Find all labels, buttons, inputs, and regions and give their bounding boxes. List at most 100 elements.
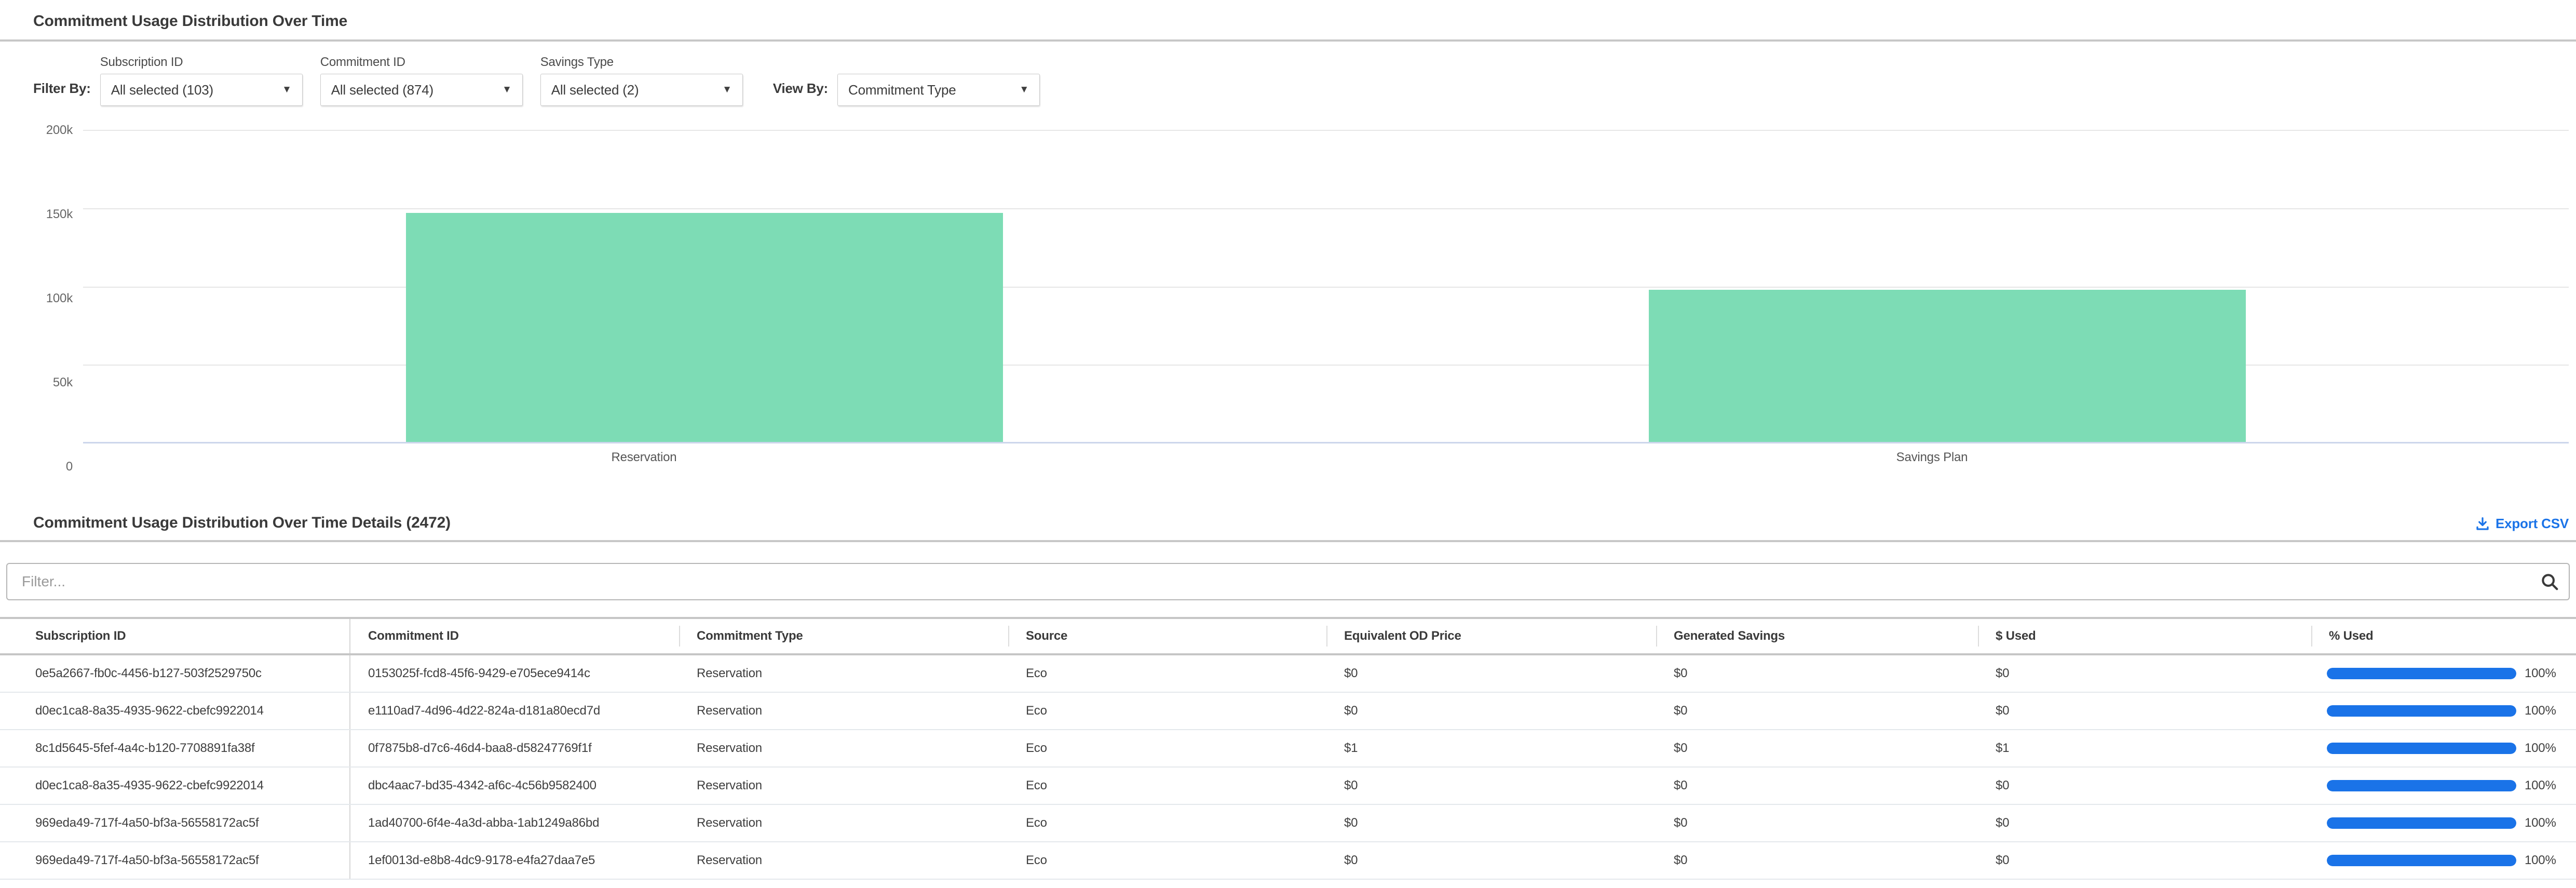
cell-equivalent-od-price: $0	[1344, 704, 1358, 718]
subscription-id-filter-group: Subscription ID All selected (103) ▼	[100, 55, 303, 106]
pct-used-label: 100%	[2525, 666, 2556, 680]
cell-dollar-used: $0	[1996, 778, 2010, 792]
cell-dollar-used: $1	[1996, 741, 2010, 755]
cell-subscription-id: 969eda49-717f-4a50-bf3a-56558172ac5f	[0, 842, 350, 879]
usage-progress-bar	[2327, 705, 2516, 717]
cell-equivalent-od-price: $0	[1344, 853, 1358, 867]
table-row: 969eda49-717f-4a50-bf3a-56558172ac5f 1ef…	[0, 842, 2576, 880]
cell-pct-used: 100%	[2311, 805, 2576, 841]
cell-pct-used: 100%	[2311, 842, 2576, 879]
view-by-group: Commitment Type ▼	[837, 74, 1040, 106]
cell-equivalent-od-price: $0	[1344, 666, 1358, 680]
cell-dollar-used: $0	[1996, 666, 2010, 680]
pct-used-label: 100%	[2525, 816, 2556, 830]
cell-commitment-type: Reservation	[697, 778, 762, 792]
chart-plot-area	[83, 130, 2569, 443]
cell-subscription-id: 0e5a2667-fb0c-4456-b127-503f2529750c	[0, 655, 350, 692]
view-by-dropdown-value: Commitment Type	[848, 82, 956, 98]
cell-commitment-type: Reservation	[697, 741, 762, 755]
cell-generated-savings: $0	[1674, 666, 1688, 680]
cell-subscription-id: 8c1d5645-5fef-4a4c-b120-7708891fa38f	[0, 730, 350, 766]
column-header-commitment-type: Commitment Type	[679, 619, 1008, 653]
subscription-id-dropdown[interactable]: All selected (103) ▼	[100, 74, 303, 106]
usage-progress-bar	[2327, 780, 2516, 791]
caret-down-icon: ▼	[282, 84, 292, 95]
savings-type-filter-group: Savings Type All selected (2) ▼	[540, 55, 743, 106]
filter-by-label: Filter By:	[33, 80, 91, 96]
commitment-id-dropdown-value: All selected (874)	[331, 82, 433, 98]
search-icon	[2542, 574, 2558, 590]
details-section-title: Commitment Usage Distribution Over Time …	[33, 514, 451, 531]
pct-used-label: 100%	[2525, 704, 2556, 718]
savings-type-dropdown[interactable]: All selected (2) ▼	[540, 74, 743, 106]
table-row: 969eda49-717f-4a50-bf3a-56558172ac5f 1ad…	[0, 805, 2576, 842]
cell-subscription-id: d0ec1ca8-8a35-4935-9622-cbefc9922014	[0, 693, 350, 729]
cell-dollar-used: $0	[1996, 816, 2010, 830]
usage-section-title: Commitment Usage Distribution Over Time	[33, 12, 348, 30]
column-header-subscription-id: Subscription ID	[0, 619, 350, 653]
details-table: Subscription ID Commitment ID Commitment…	[0, 617, 2576, 880]
gridline	[83, 208, 2569, 209]
cell-subscription-id: 969eda49-717f-4a50-bf3a-56558172ac5f	[0, 805, 350, 841]
table-header-row: Subscription ID Commitment ID Commitment…	[0, 619, 2576, 655]
commitment-id-dropdown[interactable]: All selected (874) ▼	[320, 74, 523, 106]
pct-used-label: 100%	[2525, 741, 2556, 755]
cell-commitment-type: Reservation	[697, 704, 762, 718]
y-axis-tick: 200k	[46, 123, 73, 137]
usage-progress-bar	[2327, 668, 2516, 679]
usage-progress-bar	[2327, 855, 2516, 866]
cell-source: Eco	[1026, 741, 1047, 755]
gridline	[83, 286, 2569, 288]
usage-progress-bar	[2327, 743, 2516, 754]
y-axis-tick: 150k	[46, 207, 73, 221]
cell-commitment-id: 0f7875b8-d7c6-46d4-baa8-d58247769f1f	[368, 741, 592, 755]
cell-commitment-id: dbc4aac7-bd35-4342-af6c-4c56b9582400	[368, 778, 596, 792]
subscription-id-dropdown-value: All selected (103)	[111, 82, 213, 98]
cell-pct-used: 100%	[2311, 693, 2576, 729]
cell-commitment-id: e1110ad7-4d96-4d22-824a-d181a80ecd7d	[368, 704, 600, 718]
cell-equivalent-od-price: $1	[1344, 741, 1358, 755]
cell-commitment-type: Reservation	[697, 816, 762, 830]
cell-source: Eco	[1026, 778, 1047, 792]
column-header-pct-used: % Used	[2311, 619, 2576, 653]
cell-source: Eco	[1026, 816, 1047, 830]
cell-source: Eco	[1026, 666, 1047, 680]
usage-progress-bar	[2327, 817, 2516, 829]
cell-generated-savings: $0	[1674, 778, 1688, 792]
cell-source: Eco	[1026, 853, 1047, 867]
table-row: d0ec1ca8-8a35-4935-9622-cbefc9922014 e11…	[0, 693, 2576, 730]
caret-down-icon: ▼	[1019, 84, 1029, 95]
download-icon	[2476, 517, 2489, 530]
commitment-id-filter-label: Commitment ID	[320, 55, 405, 69]
bar-savings-plan	[1649, 289, 2246, 443]
column-header-source: Source	[1008, 619, 1326, 653]
view-by-dropdown[interactable]: Commitment Type ▼	[837, 74, 1040, 106]
y-axis-tick: 0	[65, 460, 73, 474]
cell-generated-savings: $0	[1674, 853, 1688, 867]
column-header-dollar-used: $ Used	[1978, 619, 2311, 653]
cell-dollar-used: $0	[1996, 853, 2010, 867]
cell-source: Eco	[1026, 704, 1047, 718]
cell-subscription-id: d0ec1ca8-8a35-4935-9622-cbefc9922014	[0, 768, 350, 804]
commitment-id-filter-group: Commitment ID All selected (874) ▼	[320, 55, 523, 106]
cell-commitment-id: 1ef0013d-e8b8-4dc9-9178-e4fa27daa7e5	[368, 853, 595, 867]
section-divider	[0, 39, 2576, 42]
column-header-equivalent-od-price: Equivalent OD Price	[1326, 619, 1656, 653]
bar-reservation	[406, 212, 1003, 443]
cell-commitment-type: Reservation	[697, 853, 762, 867]
column-header-generated-savings: Generated Savings	[1656, 619, 1978, 653]
cell-generated-savings: $0	[1674, 704, 1688, 718]
section-divider	[0, 540, 2576, 542]
column-header-commitment-id: Commitment ID	[368, 629, 459, 643]
export-csv-button[interactable]: Export CSV	[2475, 516, 2569, 532]
y-axis-tick: 50k	[52, 375, 73, 389]
cell-dollar-used: $0	[1996, 704, 2010, 718]
cell-commitment-type: Reservation	[697, 666, 762, 680]
table-row: 0e5a2667-fb0c-4456-b127-503f2529750c 015…	[0, 655, 2576, 693]
subscription-id-filter-label: Subscription ID	[100, 55, 183, 69]
view-by-label: View By:	[772, 80, 829, 96]
cell-generated-savings: $0	[1674, 816, 1688, 830]
caret-down-icon: ▼	[722, 84, 732, 95]
cell-generated-savings: $0	[1674, 741, 1688, 755]
table-filter-input[interactable]	[6, 563, 2570, 600]
